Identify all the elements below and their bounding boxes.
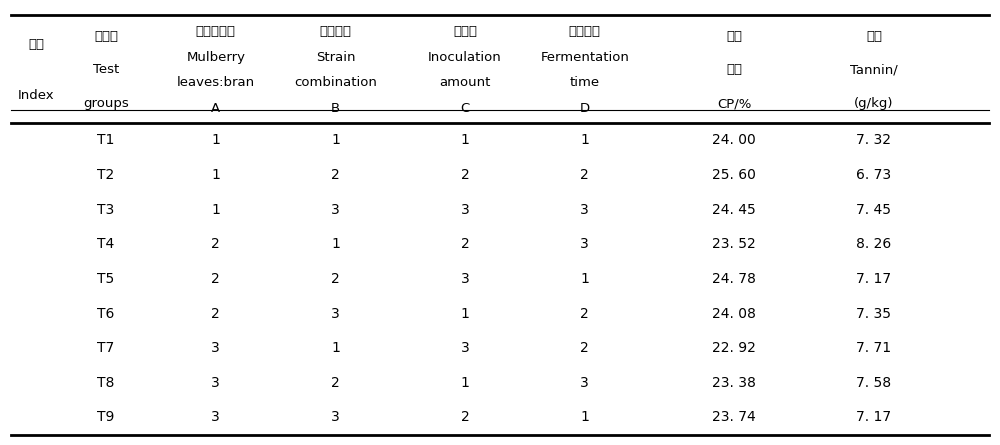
Text: 7. 35: 7. 35 (856, 307, 891, 320)
Text: 发酵时间: 发酵时间 (569, 25, 601, 38)
Text: 1: 1 (211, 168, 220, 182)
Text: 24. 45: 24. 45 (712, 202, 756, 217)
Text: 3: 3 (580, 376, 589, 390)
Text: 2: 2 (331, 168, 340, 182)
Text: (g/kg): (g/kg) (854, 97, 894, 110)
Text: 1: 1 (461, 134, 470, 147)
Text: 2: 2 (331, 272, 340, 286)
Text: groups: groups (83, 97, 129, 110)
Text: 7. 45: 7. 45 (856, 202, 891, 217)
Text: 24. 08: 24. 08 (712, 307, 756, 320)
Text: Fermentation: Fermentation (540, 51, 629, 64)
Text: T7: T7 (97, 341, 115, 355)
Text: D: D (580, 101, 590, 114)
Text: Tannin/: Tannin/ (850, 64, 898, 77)
Text: 1: 1 (211, 202, 220, 217)
Text: 2: 2 (211, 237, 220, 251)
Text: 3: 3 (331, 202, 340, 217)
Text: 24. 00: 24. 00 (712, 134, 756, 147)
Text: 3: 3 (331, 307, 340, 320)
Text: 1: 1 (331, 237, 340, 251)
Text: 23. 74: 23. 74 (712, 410, 756, 425)
Text: 3: 3 (461, 272, 469, 286)
Text: 24. 78: 24. 78 (712, 272, 756, 286)
Text: 1: 1 (331, 341, 340, 355)
Text: 3: 3 (211, 376, 220, 390)
Text: T2: T2 (97, 168, 115, 182)
Text: 白质: 白质 (726, 64, 742, 77)
Text: B: B (331, 101, 340, 114)
Text: 3: 3 (331, 410, 340, 425)
Text: 7. 17: 7. 17 (856, 410, 892, 425)
Text: 1: 1 (211, 134, 220, 147)
Text: 2: 2 (211, 272, 220, 286)
Text: 7. 32: 7. 32 (856, 134, 891, 147)
Text: 2: 2 (331, 376, 340, 390)
Text: 1: 1 (580, 410, 589, 425)
Text: 3: 3 (461, 202, 469, 217)
Text: 1: 1 (580, 272, 589, 286)
Text: 7. 71: 7. 71 (856, 341, 892, 355)
Text: 3: 3 (580, 202, 589, 217)
Text: 1: 1 (461, 376, 470, 390)
Text: 1: 1 (331, 134, 340, 147)
Text: 6. 73: 6. 73 (856, 168, 892, 182)
Text: 1: 1 (580, 134, 589, 147)
Text: 2: 2 (461, 237, 469, 251)
Text: T4: T4 (97, 237, 115, 251)
Text: 25. 60: 25. 60 (712, 168, 756, 182)
Text: 单宁: 单宁 (866, 29, 882, 43)
Text: 7. 58: 7. 58 (856, 376, 892, 390)
Text: 2: 2 (580, 307, 589, 320)
Text: 3: 3 (580, 237, 589, 251)
Text: 22. 92: 22. 92 (712, 341, 756, 355)
Text: T9: T9 (97, 410, 115, 425)
Text: T3: T3 (97, 202, 115, 217)
Text: Test: Test (93, 64, 119, 77)
Text: 2: 2 (580, 341, 589, 355)
Text: combination: combination (294, 76, 377, 89)
Text: 试验组: 试验组 (94, 29, 118, 43)
Text: T1: T1 (97, 134, 115, 147)
Text: 菌种组合: 菌种组合 (319, 25, 351, 38)
Text: Inoculation: Inoculation (428, 51, 502, 64)
Text: T5: T5 (97, 272, 115, 286)
Text: 指标: 指标 (28, 38, 44, 51)
Text: C: C (460, 101, 470, 114)
Text: 桑叶：麸皮: 桑叶：麸皮 (196, 25, 236, 38)
Text: 7. 17: 7. 17 (856, 272, 892, 286)
Text: 8. 26: 8. 26 (856, 237, 892, 251)
Text: CP/%: CP/% (717, 97, 752, 110)
Text: 粗蛋: 粗蛋 (726, 29, 742, 43)
Text: 1: 1 (461, 307, 470, 320)
Text: T6: T6 (97, 307, 115, 320)
Text: Index: Index (18, 89, 55, 102)
Text: 23. 38: 23. 38 (712, 376, 756, 390)
Text: 3: 3 (211, 410, 220, 425)
Text: 3: 3 (461, 341, 469, 355)
Text: leaves:bran: leaves:bran (177, 76, 255, 89)
Text: T8: T8 (97, 376, 115, 390)
Text: amount: amount (439, 76, 491, 89)
Text: 2: 2 (461, 410, 469, 425)
Text: 2: 2 (211, 307, 220, 320)
Text: 2: 2 (461, 168, 469, 182)
Text: 接种量: 接种量 (453, 25, 477, 38)
Text: 3: 3 (211, 341, 220, 355)
Text: A: A (211, 101, 220, 114)
Text: time: time (570, 76, 600, 89)
Text: Mulberry: Mulberry (186, 51, 245, 64)
Text: Strain: Strain (316, 51, 355, 64)
Text: 2: 2 (580, 168, 589, 182)
Text: 23. 52: 23. 52 (712, 237, 756, 251)
